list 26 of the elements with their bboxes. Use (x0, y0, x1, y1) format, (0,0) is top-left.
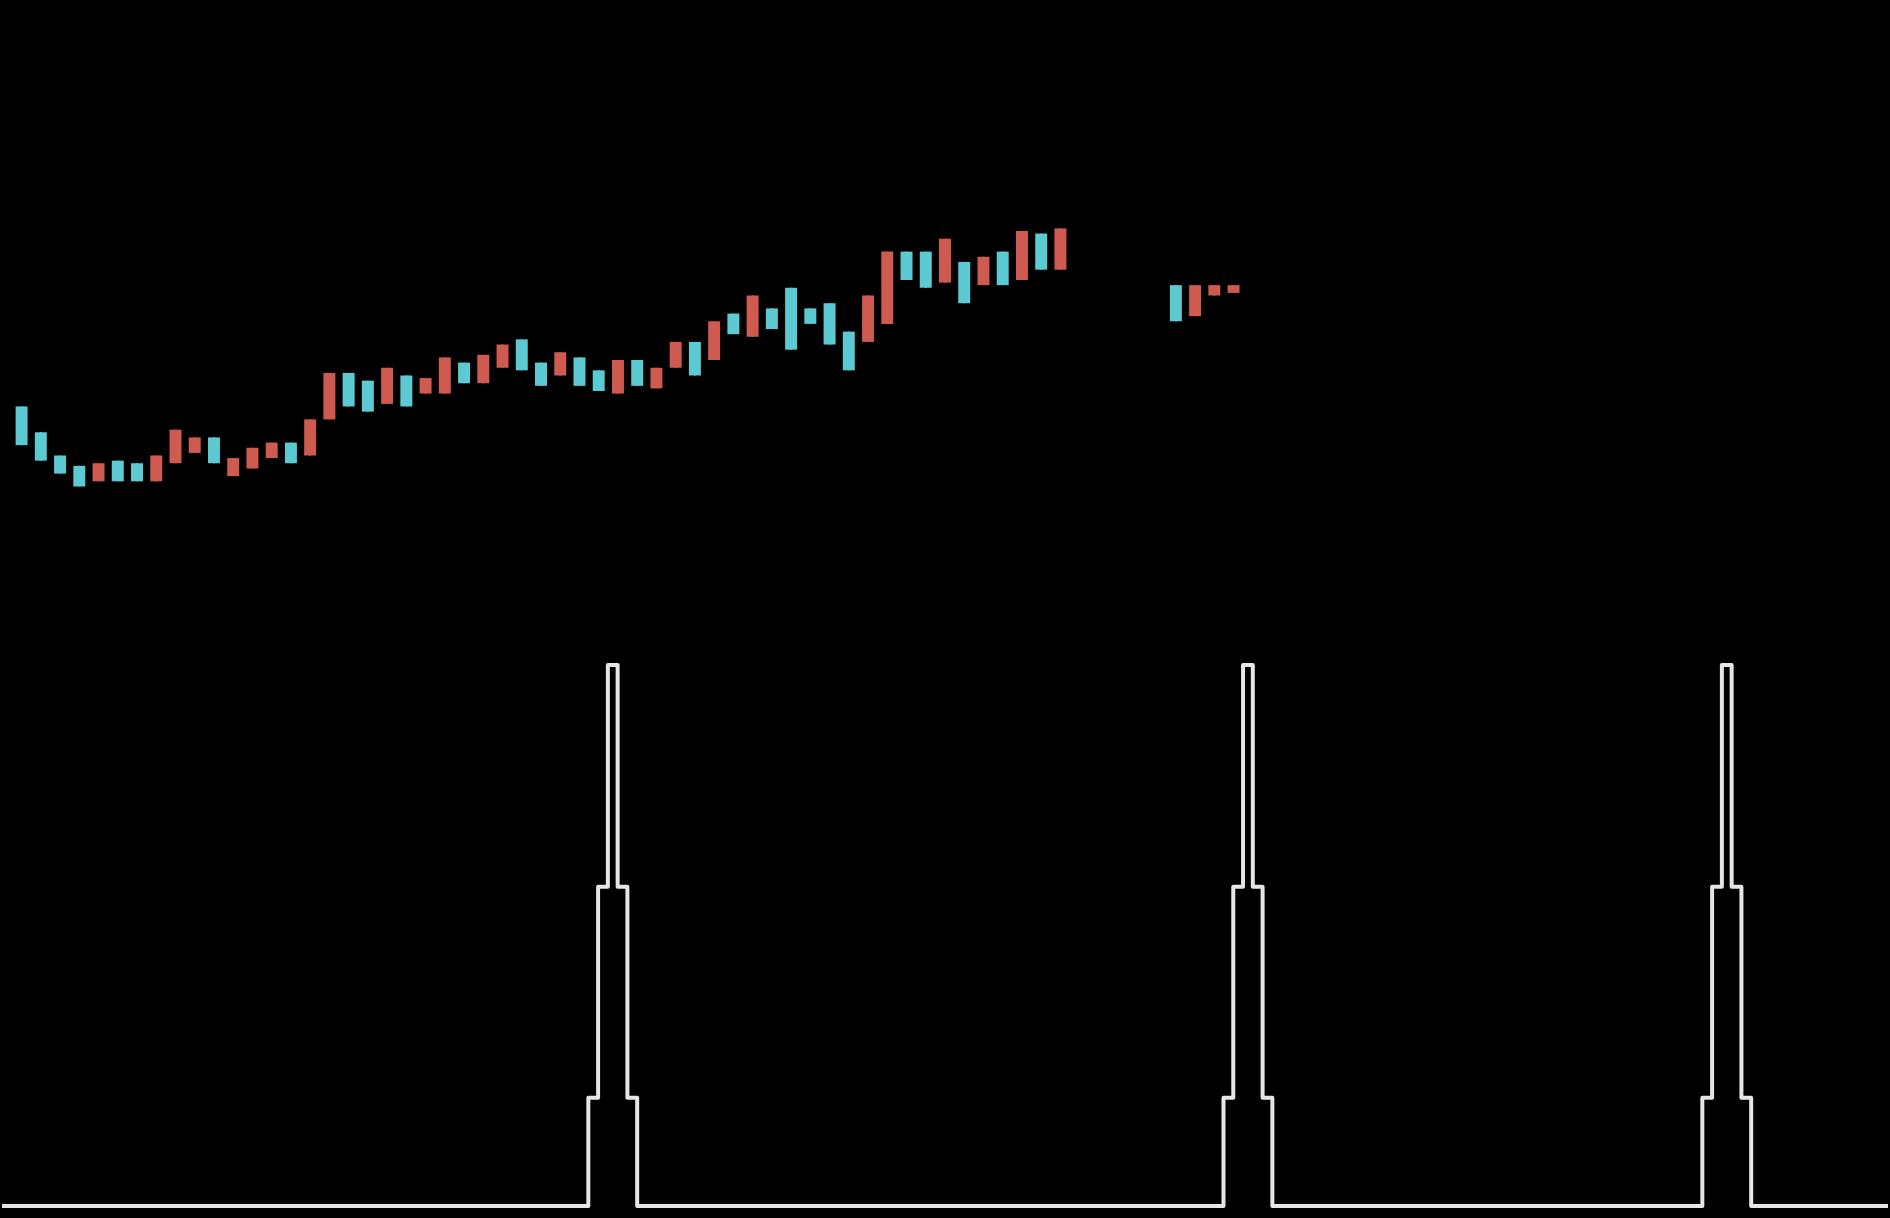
candlestick (438, 356, 451, 395)
candlestick (400, 374, 413, 408)
candlestick (304, 418, 317, 457)
candlestick (669, 340, 682, 369)
candlestick (1189, 284, 1202, 318)
candlestick (919, 250, 932, 289)
candlestick (54, 454, 67, 475)
candlestick (207, 436, 220, 465)
candlestick (1169, 284, 1182, 323)
candlestick (1054, 227, 1067, 271)
candlestick (150, 454, 163, 483)
candlestick (515, 338, 528, 372)
candlestick (1035, 232, 1048, 271)
candlestick (361, 379, 374, 413)
candlestick (708, 320, 721, 362)
candlestick (15, 405, 28, 447)
candlestick (862, 294, 875, 343)
candlestick (823, 302, 836, 346)
candlestick (939, 237, 951, 284)
candlestick (611, 359, 624, 395)
candlestick (631, 359, 644, 387)
candlestick (746, 294, 759, 338)
candlestick (381, 366, 394, 405)
candlestick (592, 369, 605, 392)
candlestick (573, 356, 586, 387)
candlestick (34, 431, 47, 462)
